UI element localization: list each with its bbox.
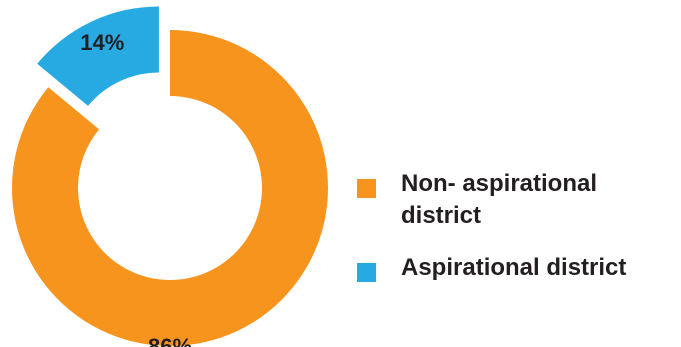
legend-item-aspirational: Aspirational district xyxy=(357,252,677,284)
legend-label-aspirational: Aspirational district xyxy=(401,254,627,281)
value-label-non-aspirational: 86% xyxy=(148,334,192,347)
legend-swatch-non-aspirational xyxy=(357,179,376,198)
value-label-aspirational: 14% xyxy=(80,30,124,55)
slice-non-aspirational xyxy=(11,30,328,346)
legend-label-non-aspirational: Non- aspirational district xyxy=(401,170,598,229)
legend-swatch-aspirational xyxy=(357,263,376,282)
chart-slices xyxy=(11,6,328,346)
chart-value-labels: 86% 14% xyxy=(80,30,192,347)
chart-legend: Non- aspirational district Aspirational … xyxy=(357,168,677,284)
slice-aspirational xyxy=(37,6,159,106)
legend-item-non-aspirational: Non- aspirational district xyxy=(357,168,677,232)
